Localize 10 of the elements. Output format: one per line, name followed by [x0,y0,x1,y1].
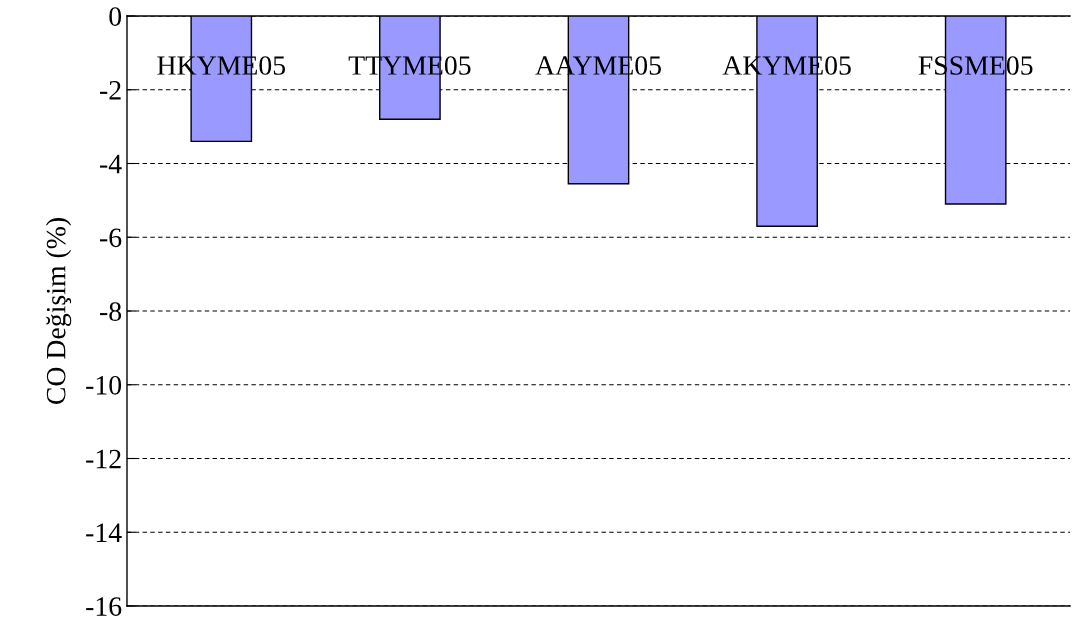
y-tick-label: -16 [86,597,122,616]
y-tick-label: -12 [86,449,121,469]
y-tick-label: -6 [100,228,122,248]
y-tick-label: -14 [86,523,122,542]
y-tick-label: -10 [86,375,122,395]
y-tick-label: -2 [100,80,121,100]
y-tick-label: -8 [100,302,122,321]
y-tick-label: 0 [109,7,122,26]
y-tick-label: -4 [100,154,122,174]
y-axis-title: CO Değişim (%) [45,218,72,404]
